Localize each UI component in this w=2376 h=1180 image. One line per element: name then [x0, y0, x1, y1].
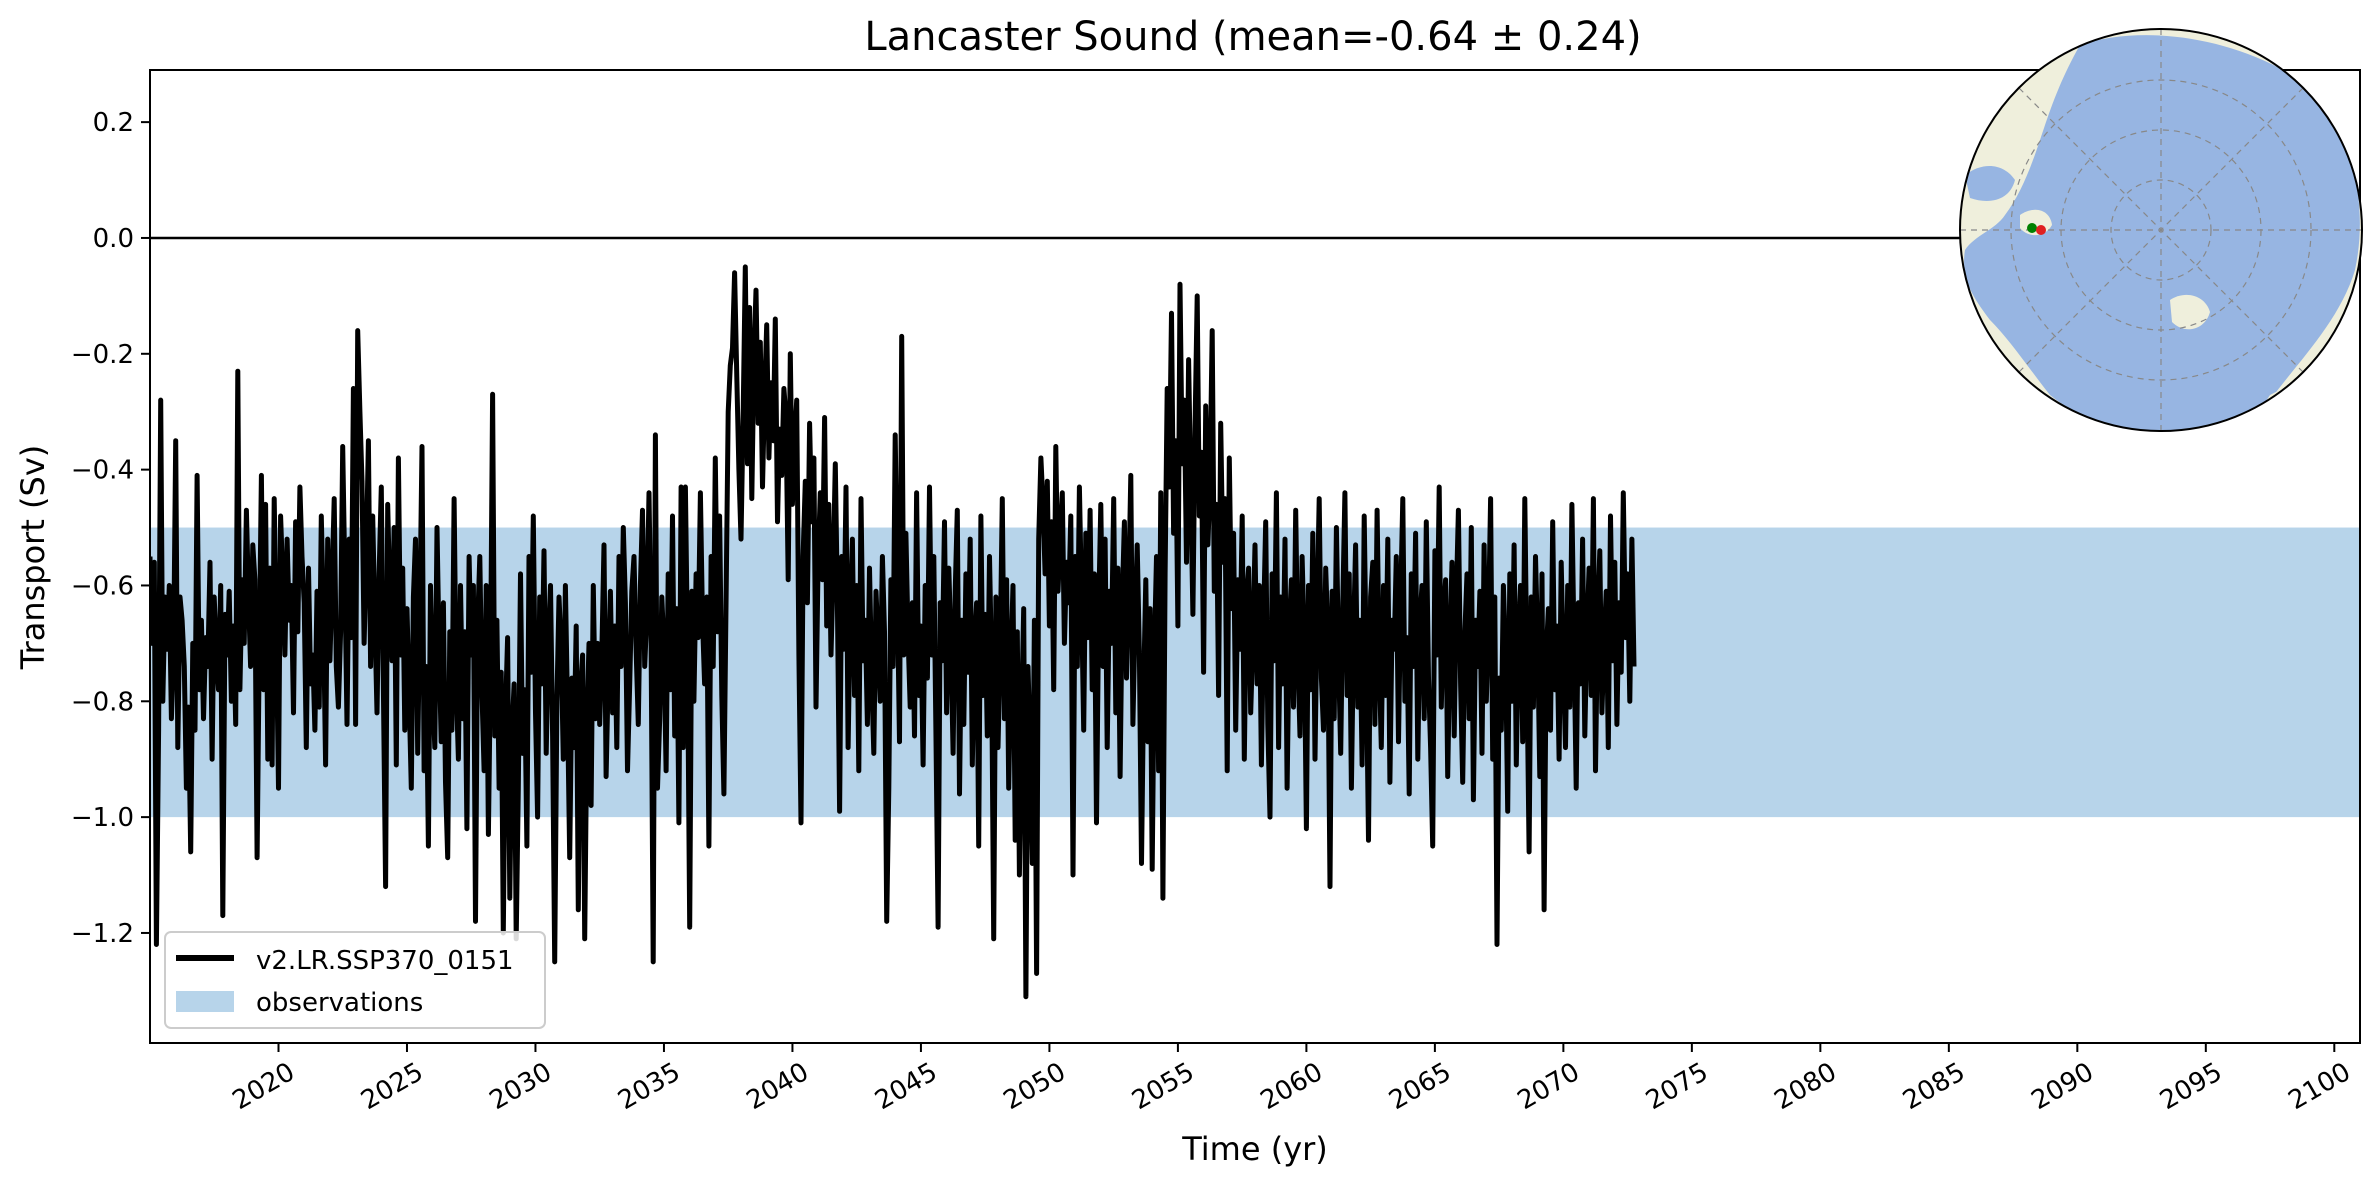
x-tick-label: 2090 [2027, 1057, 2099, 1116]
x-tick-label: 2065 [1384, 1057, 1456, 1116]
x-tick-label: 2040 [742, 1057, 814, 1116]
x-tick-label: 2025 [356, 1057, 428, 1116]
legend-box [164, 931, 546, 1029]
inset-map-graticule [1960, 29, 2362, 431]
section-start-marker [2027, 223, 2037, 233]
plot-area [150, 236, 2360, 1000]
inset-map [1959, 28, 2363, 432]
x-axis: 2020 2025 2030 2035 2040 2045 2050 2055 2060 2065… [228, 1043, 2356, 1116]
y-axis: 0.2 0.0 −0.2 −0.4 −0.6 −0.8 −1.0 −1.2 [71, 108, 150, 949]
x-tick-label: 2030 [485, 1057, 557, 1116]
series-line-0 [150, 264, 1637, 1000]
x-tick-label: 2095 [2155, 1057, 2227, 1116]
x-tick-label: 2055 [1127, 1057, 1199, 1116]
x-tick-label: 2045 [870, 1057, 942, 1116]
y-tick-label: −1.0 [71, 803, 134, 833]
y-tick-label: −1.2 [71, 919, 134, 949]
x-tick-label: 2085 [1898, 1057, 1970, 1116]
x-tick-label: 2050 [999, 1057, 1071, 1116]
y-tick-label: −0.4 [71, 456, 134, 486]
x-tick-label: 2070 [1513, 1057, 1585, 1116]
x-tick-label: 2075 [1641, 1057, 1713, 1116]
y-tick-label: −0.2 [71, 340, 134, 370]
legend-series-label: v2.LR.SSP370_0151 [256, 946, 514, 976]
y-axis-label: Transport (Sv) [14, 445, 52, 671]
y-tick-label: −0.6 [71, 571, 134, 601]
y-tick-label: 0.0 [93, 224, 134, 254]
x-tick-label: 2060 [1256, 1057, 1328, 1116]
x-axis-label: Time (yr) [1181, 1130, 1328, 1168]
x-tick-label: 2080 [1770, 1057, 1842, 1116]
x-tick-label: 2100 [2283, 1057, 2355, 1116]
inset-map-border [1959, 28, 2363, 432]
section-end-marker [2036, 225, 2046, 235]
y-tick-label: −0.8 [71, 687, 134, 717]
legend-observations-swatch [176, 991, 234, 1012]
x-tick-label: 2020 [228, 1057, 300, 1116]
legend: v2.LR.SSP370_0151 observations [164, 931, 546, 1029]
y-tick-label: 0.2 [93, 108, 134, 138]
axes-frame [149, 69, 2361, 1044]
x-tick-label: 2035 [613, 1057, 685, 1116]
chart-title: Lancaster Sound (mean=-0.64 ± 0.24) [864, 14, 1641, 60]
legend-observations-label: observations [256, 988, 423, 1018]
